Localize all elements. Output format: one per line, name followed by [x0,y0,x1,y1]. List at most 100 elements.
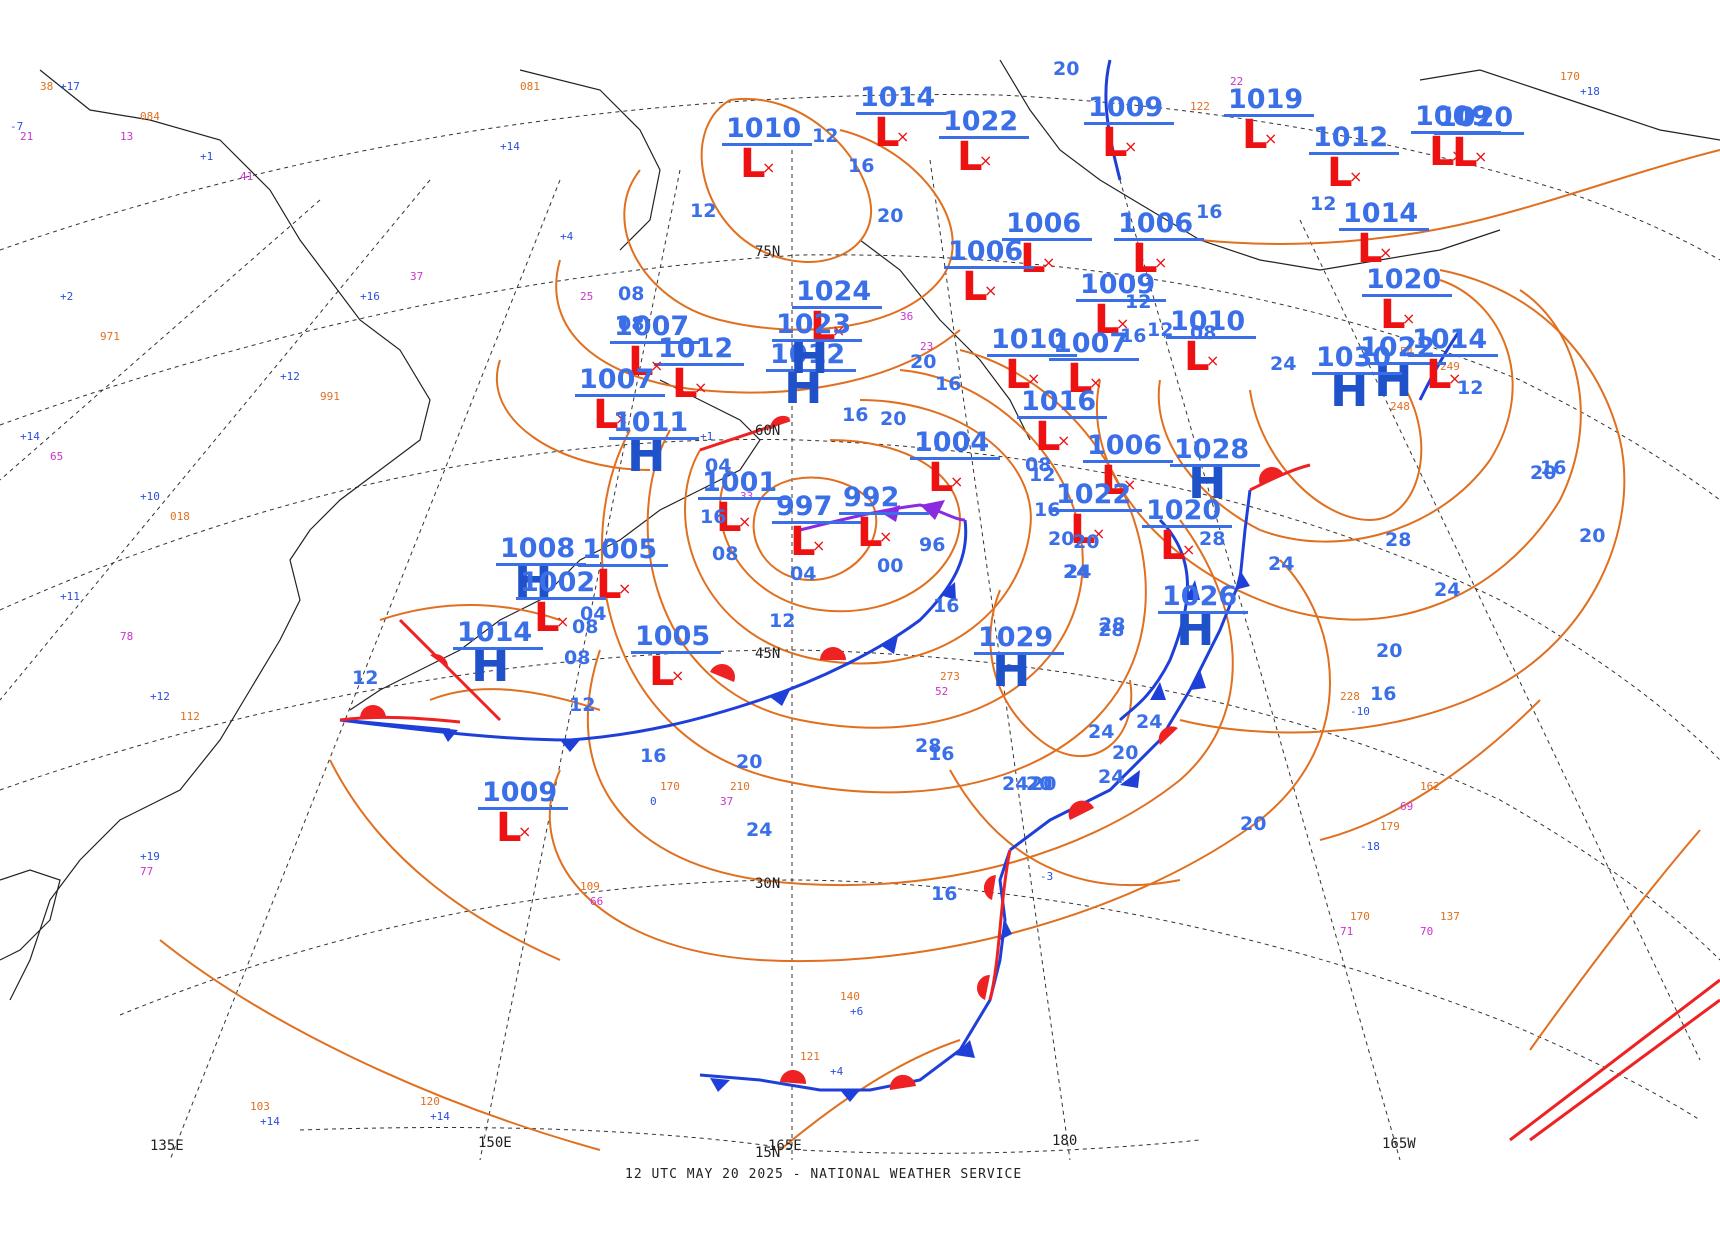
low-marker: L [1020,236,1046,282]
isobar-label: 20 [1048,528,1074,550]
pressure-value-underline [478,807,568,810]
low-pressure-center: L× 1007 [1049,328,1139,402]
low-marker: L [1357,226,1383,272]
isobar-label: 16 [1540,457,1566,479]
low-pressure-center: L× 1009 [1076,269,1166,343]
isobar-label: 24 [1270,353,1296,375]
pressure-value: 1019 [1228,84,1303,115]
isobar-label: 16 [1370,683,1396,705]
isobar-label: 20 [1530,462,1556,484]
low-pressure-center: L× 1006 [1083,430,1173,504]
low-cross-mark: × [832,321,845,340]
low-pressure-center: L× 1022 [939,106,1029,180]
low-cross-mark: × [1206,351,1219,370]
svg-text:+11: +11 [60,590,80,603]
low-cross-mark: × [1154,253,1167,272]
pressure-value-underline [1114,238,1204,241]
svg-text:22: 22 [1230,75,1243,88]
isobar-label: 04 [790,563,816,585]
svg-text:23: 23 [920,340,933,353]
svg-text:+2: +2 [60,290,73,303]
isobar-label: 16 [933,595,959,617]
low-pressure-center: L× 1012 [654,333,744,407]
low-cross-mark: × [615,409,628,428]
isobar-label: 12 [1125,291,1151,313]
low-marker: L [1160,523,1186,569]
svg-text:162: 162 [1420,780,1440,793]
low-cross-mark: × [1057,431,1070,450]
pressure-value-underline [1017,416,1107,419]
pressure-value: 1009 [482,777,557,808]
isobar-label: 08 [1190,322,1216,344]
isobar-label: 20 [877,205,903,227]
pressure-value: 1014 [457,617,532,648]
isobar-label: 24 [1136,711,1162,733]
isobar-label: 20 [1053,58,1079,80]
pressure-value-underline [1083,460,1173,463]
svg-text:-10: -10 [1350,705,1370,718]
pressure-value: 1014 [1412,324,1487,355]
low-cross-mark: × [1264,129,1277,148]
svg-text:0: 0 [650,795,657,808]
isobar-label: 16 [1034,499,1060,521]
low-cross-mark: × [1474,147,1487,166]
low-marker: L [496,805,522,851]
svg-text:018: 018 [170,510,190,523]
pressure-value-underline [609,437,699,440]
svg-text:+19: +19 [140,850,160,863]
pressure-value: 1006 [1087,430,1162,461]
svg-text:120: 120 [420,1095,440,1108]
svg-text:+10: +10 [140,490,160,503]
svg-text:36: 36 [900,310,913,323]
pressure-value-underline [1049,358,1139,361]
isobar-label: 28 [915,735,941,757]
isobars [159,97,1720,1151]
pressure-value: 1022 [1360,332,1435,363]
svg-text:+14: +14 [500,140,520,153]
pressure-value-underline [974,652,1064,655]
svg-text:+1: +1 [700,430,713,443]
lat-label-15n: 15N [755,1145,780,1161]
svg-text:+16: +16 [360,290,380,303]
low-marker: L [1132,236,1158,282]
svg-text:+14: +14 [20,430,40,443]
low-cross-mark: × [1379,243,1392,262]
svg-text:121: 121 [800,1050,820,1063]
low-marker: L [857,510,883,556]
isobar-label: 16 [935,373,961,395]
pressure-value: 1007 [1053,328,1128,359]
low-marker: L [716,495,742,541]
low-pressure-center: L× 1006 [1114,208,1204,282]
svg-text:70: 70 [1420,925,1433,938]
isobar-label: 24 [1434,579,1460,601]
low-marker: L [1184,334,1210,380]
low-marker: L [874,110,900,156]
lat-label-75n: 75N [755,244,780,260]
isobar-label: 24 [746,819,772,841]
svg-text:52: 52 [935,685,948,698]
low-cross-mark: × [1451,146,1464,165]
low-marker: L [672,361,698,407]
pressure-value: 1012 [1313,122,1388,153]
low-pressure-center: L× 1005 [578,534,668,608]
pressure-value: 1006 [948,236,1023,267]
low-cross-mark: × [1124,137,1137,156]
warm-fronts [339,418,1720,1142]
low-marker: L [593,392,619,438]
low-pressure-center: L× 1014 [856,82,946,156]
svg-text:+4: +4 [560,230,574,243]
svg-text:+18: +18 [1580,85,1600,98]
pressure-value-underline [1309,152,1399,155]
pressure-value-underline [1434,132,1524,135]
low-marker: L [534,595,560,641]
pressure-value-underline [1084,122,1174,125]
svg-text:+14: +14 [430,1110,450,1123]
low-cross-mark: × [1042,253,1055,272]
